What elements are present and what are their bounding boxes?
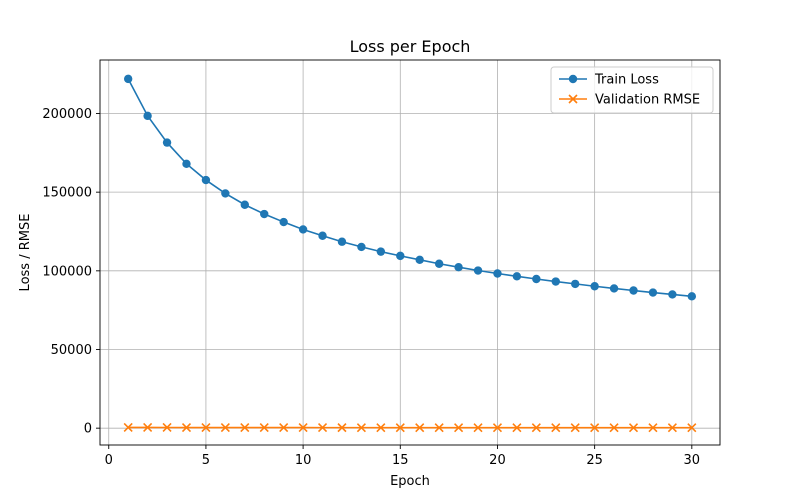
- data-point: [551, 277, 560, 286]
- series-layer: [123, 74, 697, 433]
- chart-title: Loss per Epoch: [350, 37, 471, 56]
- y-tick-label: 150000: [42, 186, 92, 201]
- x-tick-label: 25: [586, 453, 603, 468]
- data-point: [298, 423, 308, 433]
- data-point: [337, 423, 347, 433]
- data-point: [143, 111, 152, 121]
- data-point: [356, 423, 366, 433]
- plot-frame: [99, 59, 721, 446]
- legend-box: [550, 66, 714, 114]
- data-point: [337, 237, 347, 246]
- data-point: [260, 209, 269, 219]
- legend-label: Train Loss: [594, 73, 659, 88]
- legend-label: Validation RMSE: [595, 93, 700, 108]
- data-point: [318, 231, 327, 240]
- x-tick-label: 30: [684, 453, 701, 468]
- data-point: [143, 422, 153, 433]
- data-point: [298, 225, 308, 234]
- data-point: [376, 423, 386, 433]
- data-point: [512, 423, 522, 433]
- series-0: [123, 74, 697, 301]
- legend-item: Train Loss: [559, 73, 659, 88]
- data-point: [396, 251, 405, 261]
- data-point: [434, 259, 444, 268]
- data-point: [571, 279, 580, 289]
- x-tick-label: 15: [392, 453, 409, 468]
- data-point: [415, 255, 424, 265]
- data-point: [473, 266, 483, 275]
- x-tick-label: 10: [295, 453, 312, 468]
- data-point: [493, 269, 502, 278]
- data-point: [181, 422, 192, 433]
- data-point: [162, 422, 172, 433]
- x-tick-label: 0: [105, 453, 113, 468]
- data-point: [376, 247, 386, 256]
- legend-item: Validation RMSE: [559, 93, 700, 108]
- y-tick-label: 100000: [42, 264, 92, 279]
- data-point: [201, 422, 211, 433]
- data-point: [123, 422, 133, 432]
- y-tick-label: 200000: [42, 107, 92, 122]
- x-tick-label: 5: [202, 453, 210, 468]
- data-point: [317, 423, 328, 433]
- data-point: [473, 423, 483, 433]
- legend: Train Loss Validation RMSE: [550, 66, 714, 114]
- data-point: [648, 288, 658, 297]
- data-point: [687, 423, 697, 433]
- data-point: [590, 282, 599, 291]
- data-point: [454, 423, 464, 433]
- axis-ticks: 0 5 10 15 20 25 30 0 50000 100000 150000 200000: [42, 107, 700, 468]
- data-point: [221, 189, 230, 198]
- data-point: [220, 422, 230, 433]
- legend-swatch-marker: [568, 74, 578, 84]
- grid-lines: [100, 60, 720, 445]
- x-axis-label: Epoch: [390, 474, 430, 489]
- data-point: [667, 423, 677, 433]
- data-point: [434, 423, 444, 433]
- y-axis-label: Loss / RMSE: [18, 214, 33, 292]
- data-point: [590, 423, 600, 433]
- data-point: [512, 272, 522, 281]
- series-1: [123, 422, 697, 433]
- data-point: [240, 423, 250, 433]
- data-point: [395, 423, 405, 433]
- data-point: [609, 284, 619, 293]
- data-point: [551, 423, 561, 433]
- data-point: [570, 423, 580, 433]
- data-point: [259, 423, 269, 433]
- data-point: [415, 423, 425, 433]
- data-point: [492, 423, 503, 433]
- data-point: [201, 175, 211, 185]
- data-point: [648, 423, 658, 433]
- data-point: [123, 74, 133, 84]
- y-tick-label: 0: [84, 422, 92, 437]
- data-point: [454, 263, 463, 272]
- data-point: [182, 159, 191, 169]
- x-tick-label: 20: [489, 453, 506, 468]
- data-point: [279, 423, 289, 433]
- data-point: [628, 423, 639, 433]
- data-point: [687, 292, 697, 301]
- data-point: [162, 138, 172, 147]
- data-point: [532, 274, 541, 284]
- data-point: [357, 242, 366, 252]
- data-point: [531, 423, 541, 433]
- legend-swatch-marker: [568, 94, 578, 104]
- data-point: [279, 217, 288, 227]
- data-point: [629, 286, 638, 295]
- data-point: [240, 200, 249, 209]
- data-point: [609, 423, 619, 433]
- y-tick-label: 50000: [51, 343, 92, 358]
- data-point: [668, 290, 677, 299]
